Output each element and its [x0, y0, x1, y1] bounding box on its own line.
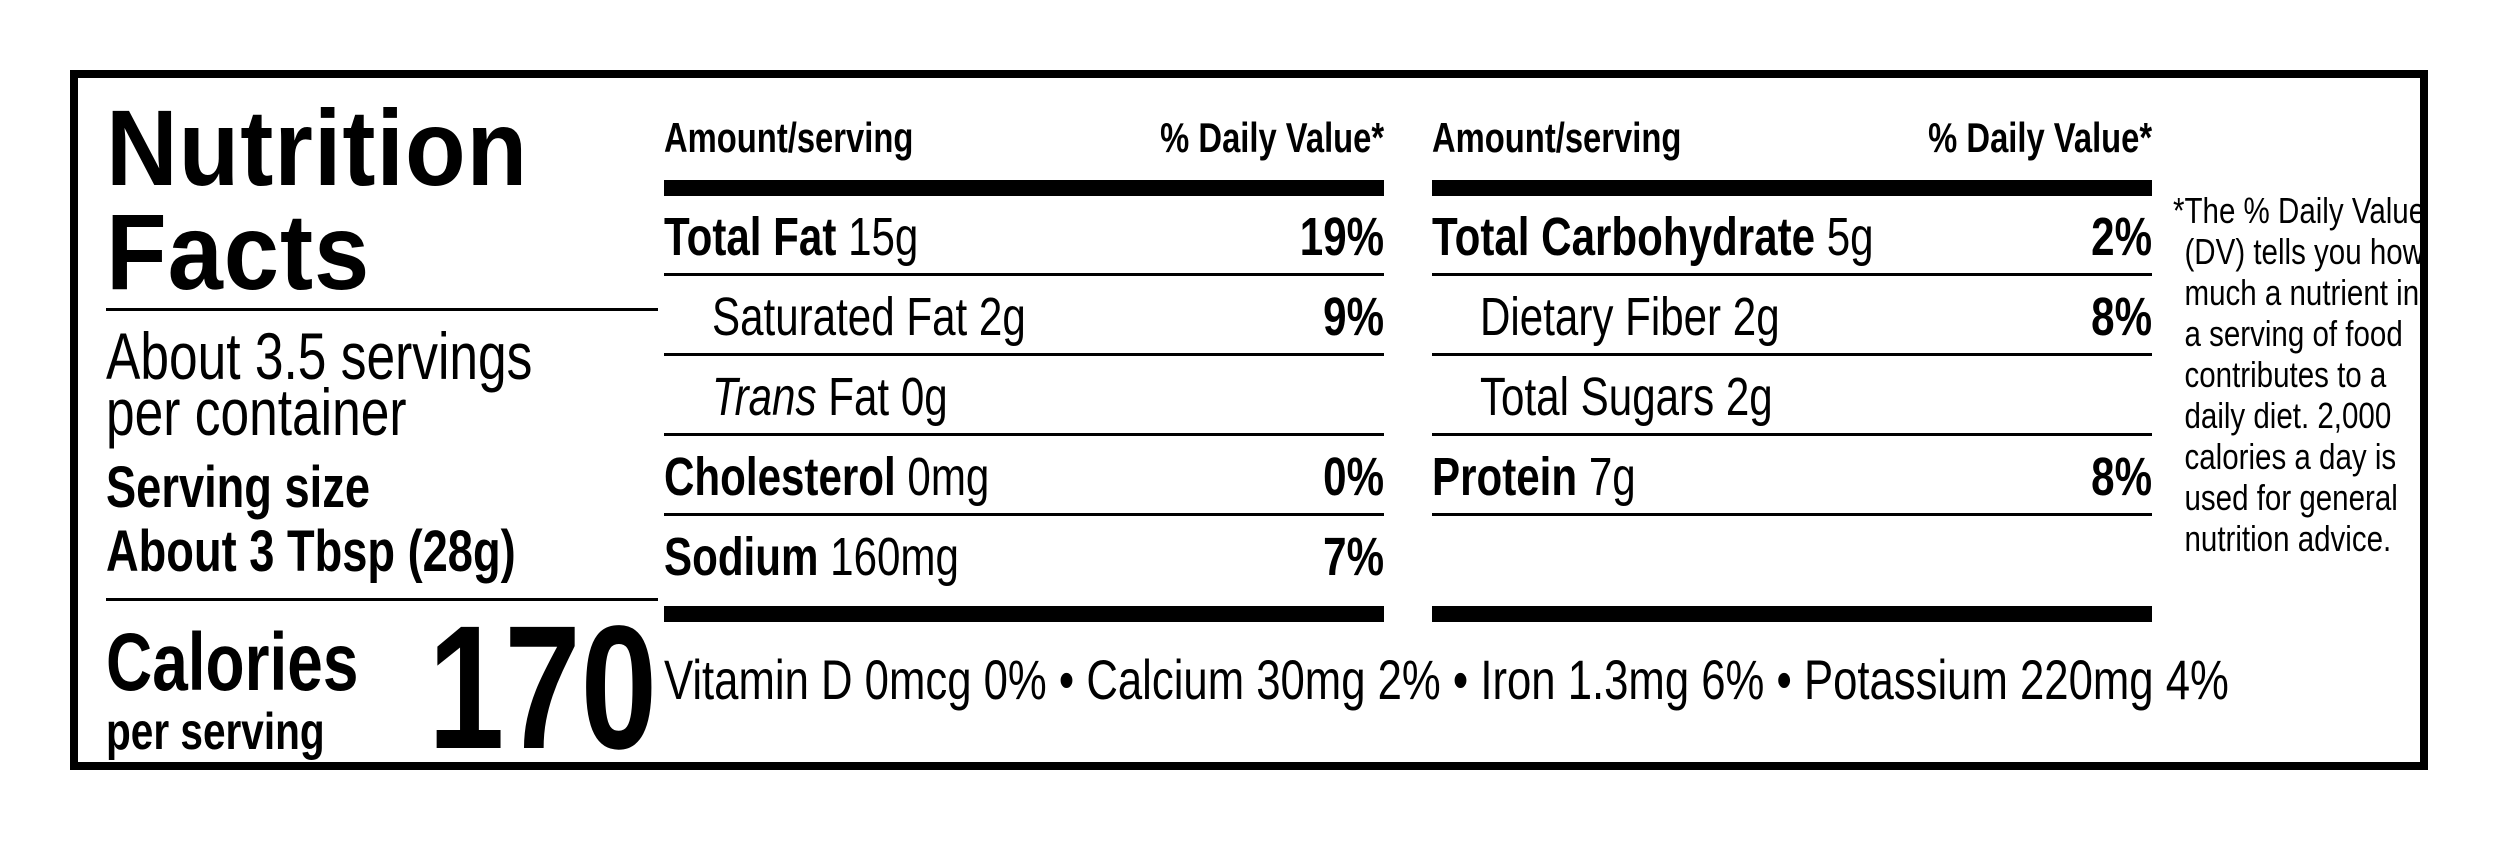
servings-line-2: per container [106, 375, 407, 449]
calories-label: Calories [106, 617, 359, 708]
calories-value: 170 [428, 590, 658, 786]
serving-size-value: About 3 Tbsp (28g) [106, 519, 516, 584]
table-row-trans-fat: Trans Fat 0g [664, 356, 1384, 436]
thick-divider [1432, 180, 2152, 196]
title-line-2: Facts [106, 191, 371, 312]
table-row-cholesterol: Cholesterol 0mg 0% [664, 436, 1384, 516]
table-row-total-fat: Total Fat 15g 19% [664, 196, 1384, 276]
vitamins-minerals-line: Vitamin D 0mcg 0% • Calcium 30mg 2% • Ir… [664, 648, 2229, 711]
amount-serving-header: Amount/serving [664, 114, 914, 161]
thick-divider [664, 180, 1384, 196]
daily-value-header: % Daily Value* [1160, 114, 1384, 161]
nutrient-table-right: Amount/serving % Daily Value* Total Carb… [1432, 98, 2152, 658]
serving-size-label: Serving size [106, 455, 371, 520]
nutrition-facts-title: Nutrition Facts [106, 87, 565, 312]
divider [106, 598, 658, 601]
serving-size: Serving size About 3 Tbsp (28g) [106, 456, 631, 584]
daily-value-header: % Daily Value* [1928, 114, 2152, 161]
table-row-sodium: Sodium 160mg 7% [664, 527, 1384, 587]
divider [106, 308, 658, 311]
calories-per-serving: per serving [106, 703, 325, 761]
nutrient-table-left: Amount/serving % Daily Value* Total Fat … [664, 98, 1384, 658]
table-row-total-carbohydrate: Total Carbohydrate 5g 2% [1432, 196, 2152, 276]
servings-per-container: About 3.5 servings per container [106, 319, 653, 449]
table-header: Amount/serving % Daily Value* [1432, 98, 2152, 178]
thick-divider [664, 606, 1384, 622]
table-row-protein: Protein 7g 8% [1432, 436, 2152, 516]
amount-serving-header: Amount/serving [1432, 114, 1682, 161]
daily-value-footnote: *The % Daily Value (DV) tells you how mu… [2173, 190, 2426, 559]
servings-line-1: About 3.5 servings [106, 319, 533, 393]
table-row-total-sugars: Total Sugars 2g [1432, 356, 2152, 436]
thick-divider [1432, 606, 2152, 622]
nutrition-facts-label: Nutrition Facts About 3.5 servings per c… [70, 70, 2428, 786]
table-row-saturated-fat: Saturated Fat 2g 9% [664, 276, 1384, 356]
table-row-dietary-fiber: Dietary Fiber 2g 8% [1432, 276, 2152, 356]
table-header: Amount/serving % Daily Value* [664, 98, 1384, 178]
title-line-1: Nutrition [106, 87, 529, 208]
